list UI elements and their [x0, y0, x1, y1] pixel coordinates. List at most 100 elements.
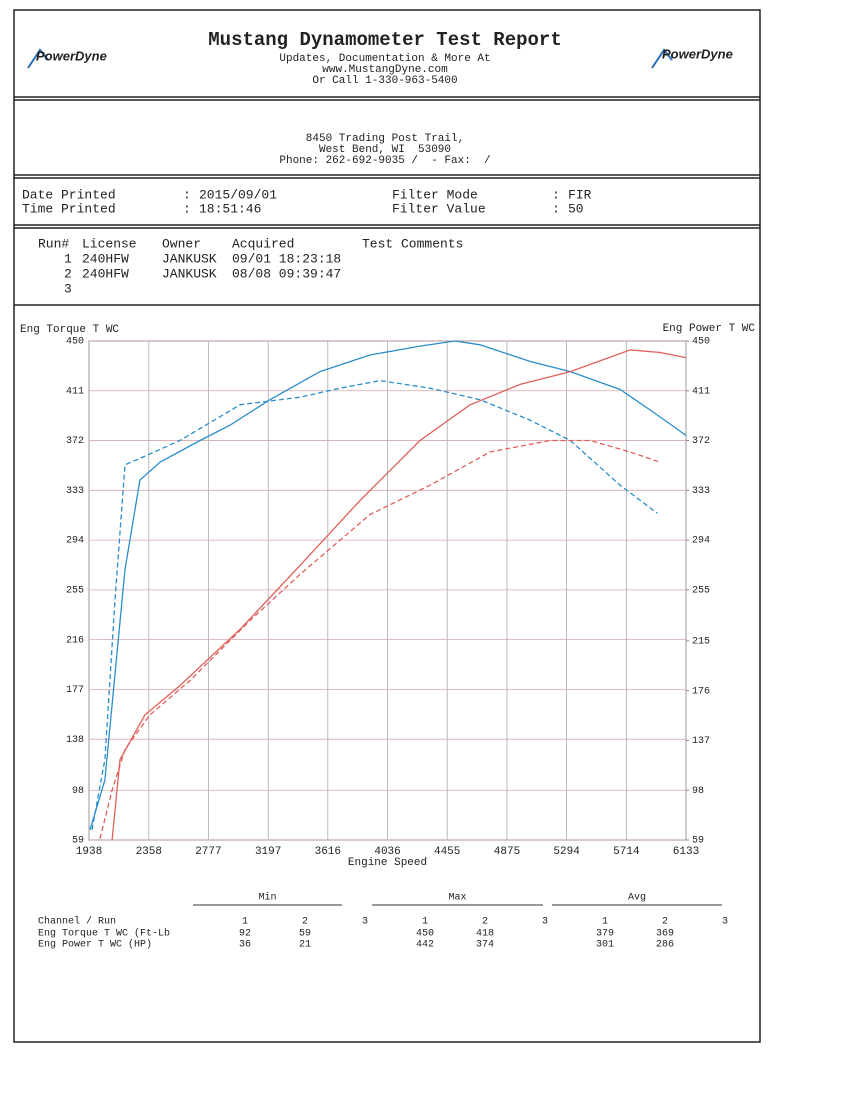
- runs-cell: 240HFW: [82, 251, 129, 266]
- runs-cell: 240HFW: [82, 266, 129, 281]
- y2-tick-label: 411: [692, 386, 710, 397]
- info-label: Time Printed: [22, 201, 116, 216]
- info-value: 18:51:46: [199, 201, 261, 216]
- y-tick-label: 138: [66, 735, 84, 746]
- runs-cell: JANKUSK: [162, 266, 217, 281]
- run-number: 1: [602, 917, 608, 928]
- y2-tick-label: 98: [692, 786, 704, 797]
- title: Mustang Dynamometer Test Report: [208, 29, 561, 51]
- y-tick-label: 216: [66, 635, 84, 646]
- summary-value: 301: [596, 940, 614, 951]
- x-tick-label: 2358: [136, 846, 162, 858]
- info-value: 2015/09/01: [199, 187, 277, 202]
- summary-value: 442: [416, 940, 434, 951]
- runs-cell: 1: [64, 251, 72, 266]
- address-line: West Bend, WI 53090: [319, 144, 451, 156]
- summary-value: 418: [476, 929, 494, 940]
- data-line: [99, 439, 661, 839]
- logo: PowerDyne: [662, 46, 733, 61]
- data-line: [111, 349, 687, 841]
- runs-cell: 08/08 09:39:47: [232, 266, 341, 281]
- logo: PowerDyne: [36, 48, 107, 63]
- channel-header: Channel / Run: [38, 916, 116, 928]
- y2-tick-label: 294: [692, 536, 710, 547]
- x-tick-label: 6133: [673, 846, 699, 858]
- info-sep: :: [552, 187, 560, 202]
- data-line: [91, 379, 658, 830]
- x-tick-label: 4875: [494, 846, 520, 858]
- run-number: 1: [242, 917, 248, 928]
- summary-value: 450: [416, 929, 434, 940]
- y-tick-label: 255: [66, 586, 84, 597]
- y-axis-label: Eng Torque T WC: [20, 324, 119, 336]
- run-number: 2: [302, 917, 308, 928]
- y-tick-label: 59: [72, 836, 84, 847]
- run-number: 3: [362, 917, 368, 928]
- summary-value: 374: [476, 940, 494, 951]
- logo-swoosh: [651, 48, 673, 69]
- run-number: 3: [542, 917, 548, 928]
- info-sep: :: [183, 201, 191, 216]
- y2-tick-label: 372: [692, 436, 710, 447]
- x-tick-label: 3197: [255, 846, 281, 858]
- y2-tick-label: 333: [692, 486, 710, 497]
- run-number: 3: [722, 917, 728, 928]
- runs-cell: 2: [64, 266, 72, 281]
- y-tick-label: 98: [72, 786, 84, 797]
- info-sep: :: [552, 201, 560, 216]
- y2-tick-label: 215: [692, 637, 710, 648]
- runs-header: License: [82, 236, 137, 251]
- info-value: 50: [568, 201, 584, 216]
- summary-value: 92: [239, 929, 251, 940]
- summary-value: 379: [596, 929, 614, 940]
- runs-cell: JANKUSK: [162, 251, 217, 266]
- y2-tick-label: 450: [692, 337, 710, 348]
- x-tick-label: 5294: [553, 846, 580, 858]
- x-tick-label: 3616: [315, 846, 341, 858]
- runs-cell: 3: [64, 281, 72, 296]
- run-number: 1: [422, 917, 428, 928]
- runs-header: Test Comments: [362, 236, 463, 251]
- header-line: www.MustangDyne.com: [322, 64, 448, 76]
- info-label: Filter Value: [392, 201, 486, 216]
- address-line: 8450 Trading Post Trail,: [306, 133, 464, 145]
- x-tick-label: 4036: [374, 846, 400, 858]
- run-number: 2: [662, 917, 668, 928]
- y-tick-label: 450: [66, 337, 84, 348]
- header-line: Updates, Documentation & More At: [279, 53, 490, 65]
- y-tick-label: 177: [66, 685, 84, 696]
- info-label: Filter Mode: [392, 187, 478, 202]
- info-sep: :: [183, 187, 191, 202]
- y-tick-label: 333: [66, 486, 84, 497]
- runs-header: Run#: [38, 236, 69, 251]
- run-number: 2: [482, 917, 488, 928]
- summary-value: 36: [239, 940, 251, 951]
- y2-tick-label: 137: [692, 736, 710, 747]
- runs-header: Acquired: [232, 236, 294, 251]
- summary-value: 21: [299, 940, 311, 951]
- frames: [13, 9, 761, 1043]
- x-tick-label: 1938: [76, 846, 102, 858]
- y-tick-label: 411: [66, 386, 84, 397]
- document-text: Updates, Documentation & More Atwww.Must…: [22, 53, 728, 951]
- y2-axis-label: Eng Power T WC: [663, 323, 756, 335]
- summary-value: 286: [656, 940, 674, 951]
- runs-cell: 09/01 18:23:18: [232, 251, 341, 266]
- runs-header: Owner: [162, 236, 201, 251]
- summary-group: Max: [448, 893, 466, 904]
- data-line: [89, 340, 687, 830]
- info-label: Date Printed: [22, 187, 116, 202]
- summary-group: Avg: [628, 893, 646, 904]
- x-axis-label: Engine Speed: [348, 857, 427, 869]
- y-tick-label: 372: [66, 436, 84, 447]
- info-value: FIR: [568, 187, 592, 202]
- x-tick-label: 2777: [195, 846, 221, 858]
- x-tick-label: 5714: [613, 846, 640, 858]
- summary-group: Min: [258, 892, 276, 904]
- address-line: Phone: 262-692-9035 / - Fax: /: [279, 155, 490, 167]
- x-tick-label: 4455: [434, 846, 460, 858]
- logo-swoosh: [27, 48, 49, 69]
- chart: 1938 2358 2777 3197 3616 4036 4455 4875 5294 5714…: [20, 323, 755, 869]
